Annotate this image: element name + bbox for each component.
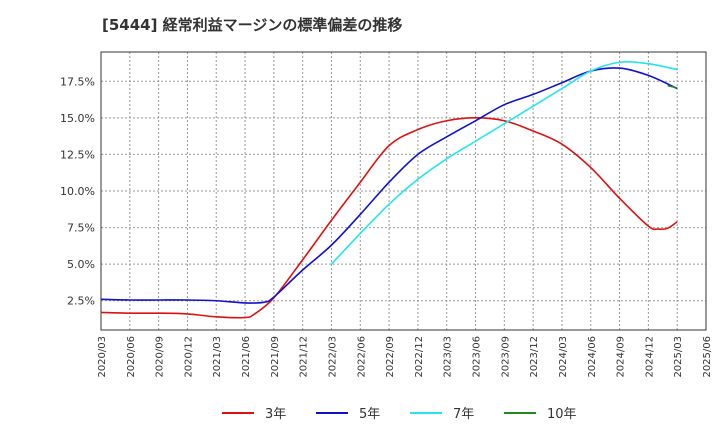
x-tick-label: 2023/09 [500,336,511,378]
x-tick-label: 2022/03 [327,336,338,378]
x-tick-label: 2023/06 [472,336,483,378]
series-line-7年 [330,60,678,265]
y-tick-label: 5.0% [67,258,95,271]
x-tick-label: 2023/12 [529,336,540,378]
x-tick-label: 2024/03 [558,336,569,378]
x-tick-label: 2024/09 [616,336,627,378]
chart-title: [5444] 経常利益マージンの標準偏差の推移 [102,16,403,34]
x-tick-label: 2020/03 [97,336,108,378]
x-tick-label: 2020/09 [155,336,166,378]
series-line-10年 [667,84,678,89]
x-tick-label: 2025/03 [673,336,684,378]
plot-frame [100,51,707,331]
y-tick-label: 15.0% [60,112,95,125]
x-tick-label: 2022/09 [385,336,396,378]
series-lines [100,60,678,319]
x-tick-label: 2021/03 [212,336,223,378]
legend-label: 7年 [453,407,474,422]
x-tick-label: 2022/06 [356,336,367,378]
x-tick-label: 2020/12 [183,336,194,378]
y-axis-ticks: 2.5% 5.0% 7.5% 10.0% 12.5% 15.0% 17.5% [60,75,95,307]
x-tick-label: 2025/06 [702,336,713,378]
x-tick-label: 2020/06 [126,336,137,378]
x-tick-label: 2023/03 [443,336,454,378]
y-tick-label: 2.5% [67,295,95,308]
y-tick-label: 7.5% [67,222,95,235]
legend-label: 5年 [359,407,380,422]
series-line-3年 [100,117,678,319]
x-tick-label: 2021/09 [270,336,281,378]
x-tick-label: 2024/12 [644,336,655,378]
grid-lines [100,52,707,330]
x-tick-label: 2024/06 [587,336,598,378]
legend-label: 10年 [547,407,577,422]
legend: 3年 5年 7年 10年 [222,407,577,422]
series-line-5年 [100,67,678,304]
y-tick-label: 10.0% [60,185,95,198]
y-tick-label: 12.5% [60,148,95,161]
x-tick-label: 2021/06 [241,336,252,378]
x-tick-label: 2022/12 [414,336,425,378]
y-tick-label: 17.5% [60,75,95,88]
x-axis-ticks: 2020/03 2020/06 2020/09 2020/12 2021/03 2021/… [97,336,713,378]
x-tick-label: 2021/12 [299,336,310,378]
legend-label: 3年 [265,407,286,422]
